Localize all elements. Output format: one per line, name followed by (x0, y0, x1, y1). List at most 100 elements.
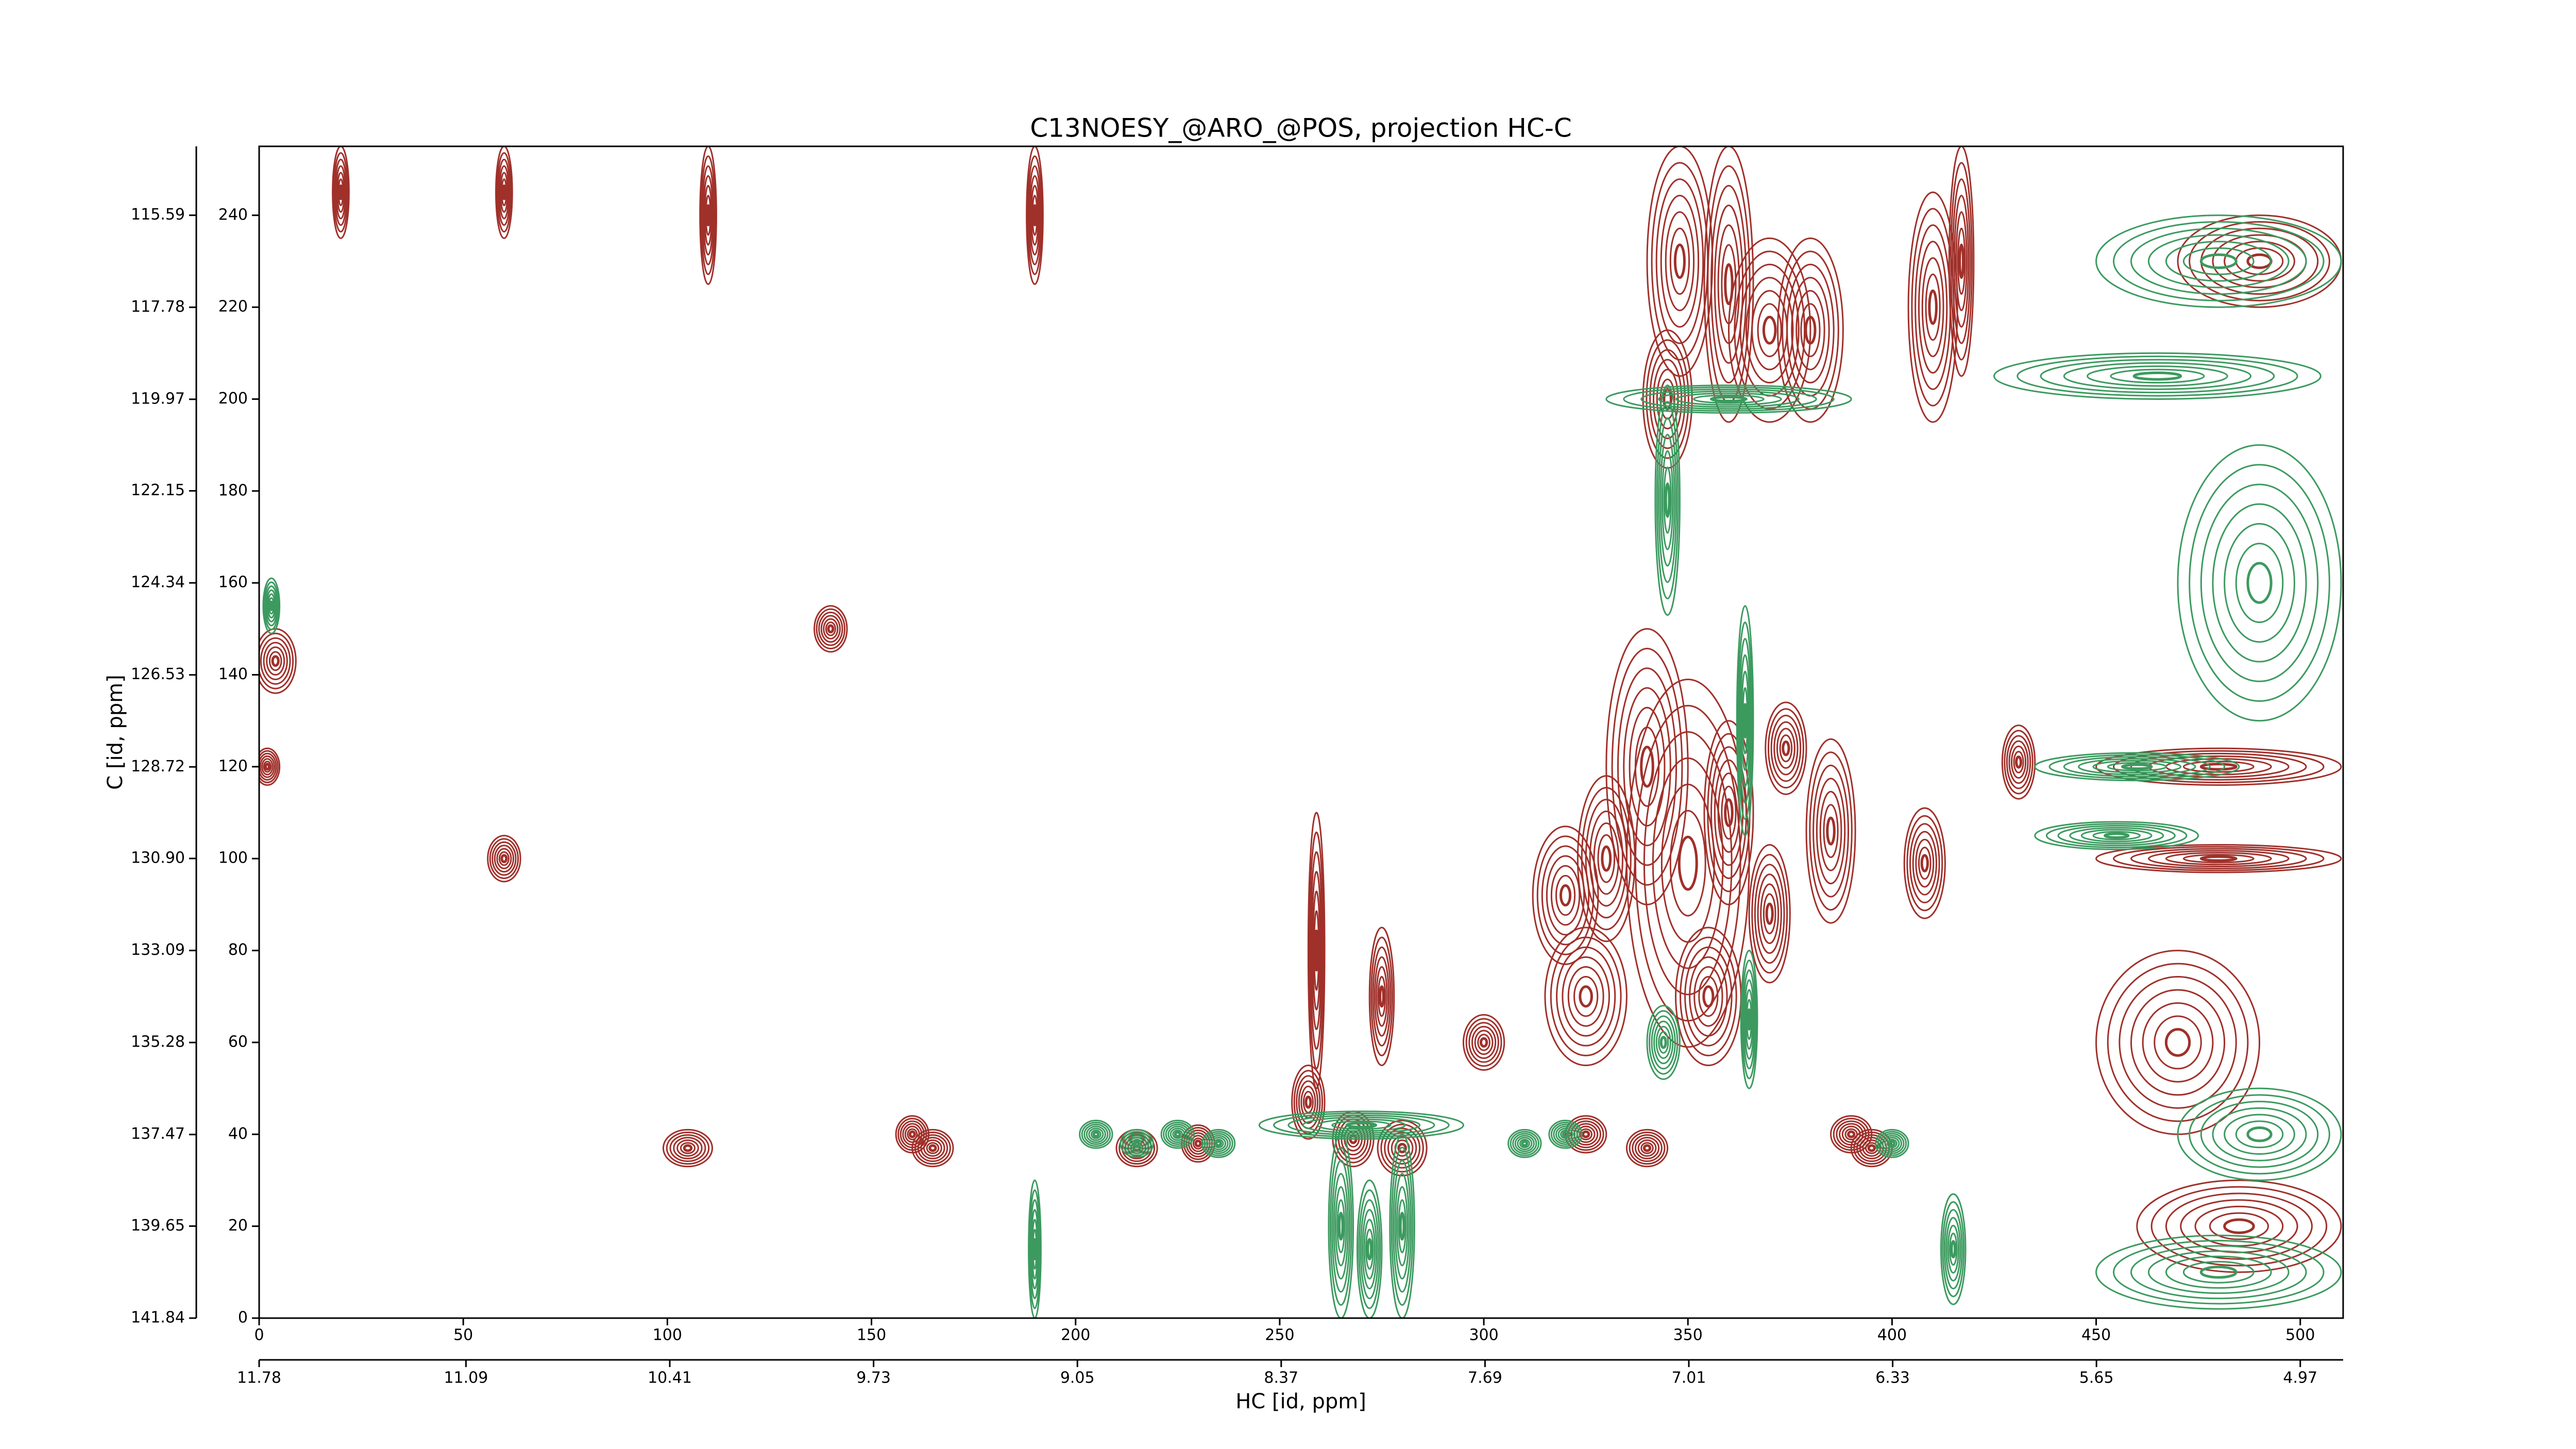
contour-negative (1391, 1147, 1414, 1306)
contour-positive (335, 165, 347, 220)
contour-negative (1740, 950, 1758, 1089)
contour-negative (1215, 1140, 1223, 1147)
contour-positive (259, 632, 294, 689)
contour-negative (2087, 365, 2228, 387)
contour-positive (1368, 926, 1395, 1067)
contour-negative (1360, 1199, 1379, 1300)
contour-positive (334, 158, 348, 226)
contour-positive (1669, 227, 1690, 295)
contour-positive (1865, 1142, 1878, 1154)
contour-negative (1335, 1186, 1347, 1267)
contour-positive (2095, 844, 2342, 873)
contour-negative (1514, 1135, 1535, 1152)
contour-positive (1611, 648, 1683, 886)
contour-positive (704, 184, 713, 246)
contour-positive (492, 841, 517, 876)
contour-negative (1882, 1135, 1903, 1152)
contour-positive (1906, 815, 1943, 912)
contour-negative (2057, 825, 2176, 847)
contour-negative (1560, 1130, 1571, 1139)
contour-positive (1684, 946, 1733, 1047)
contour-positive (1550, 865, 1581, 926)
contour-negative (2045, 823, 2188, 849)
contour-negative (1943, 1209, 1963, 1290)
contour-positive (259, 755, 275, 778)
contour-positive (1660, 195, 1700, 328)
contour-negative (1204, 1131, 1233, 1156)
contour-negative (1693, 394, 1765, 404)
contour-positive (1556, 946, 1616, 1047)
contour-area (259, 146, 2342, 1318)
contour-positive (1710, 184, 1747, 384)
contour-negative (1740, 670, 1750, 771)
contour-positive (1309, 831, 1325, 1070)
contour-positive (662, 1128, 714, 1168)
contour-positive (1477, 1034, 1490, 1051)
contour-negative (2212, 1107, 2307, 1161)
contour-positive (338, 184, 344, 200)
contour-positive (926, 1142, 940, 1154)
contour-positive (1623, 687, 1671, 847)
contour-positive (1782, 740, 1790, 756)
contour-positive (1957, 227, 1966, 295)
contour-positive (1767, 708, 1804, 789)
contour-positive (1379, 985, 1385, 1008)
contour-negative (1032, 1238, 1037, 1260)
contour-positive (2223, 1218, 2255, 1234)
contour-negative (1090, 1130, 1101, 1139)
contour-positive (2008, 740, 2029, 784)
contour-negative (2147, 1250, 2290, 1294)
contour-positive (1582, 1130, 1590, 1138)
contour-positive (2164, 1027, 2191, 1057)
x2-tick-label: 4.97 (2283, 1369, 2317, 1387)
contour-positive (261, 758, 274, 776)
contour-positive (2199, 855, 2238, 862)
contour-negative (267, 593, 276, 619)
contour-positive (1640, 1142, 1654, 1154)
y-tick-label: 240 (218, 206, 248, 224)
contour-positive (669, 1134, 706, 1162)
contour-positive (1724, 798, 1734, 828)
contour-positive (1795, 290, 1825, 370)
contour-negative (1562, 1131, 1569, 1138)
contour-positive (1745, 277, 1794, 384)
contour-negative (1133, 1140, 1141, 1147)
contour-negative (1163, 1121, 1193, 1147)
contour-negative (2200, 1101, 2319, 1168)
y2-tick-label: 141.84 (131, 1309, 185, 1327)
x2-tick-label: 11.09 (444, 1369, 488, 1387)
contour-positive (1804, 315, 1817, 345)
contour-positive (1680, 936, 1737, 1056)
contour-negative (1329, 1147, 1352, 1306)
contour-positive (1312, 890, 1321, 1010)
contour-positive (1581, 787, 1632, 931)
contour-negative (1659, 433, 1675, 567)
contour-positive (495, 146, 513, 239)
contour-negative (1302, 1116, 1421, 1134)
contour-negative (1742, 703, 1748, 739)
contour-negative (1737, 621, 1753, 820)
contour-positive (1714, 205, 1744, 364)
contour-positive (1847, 1130, 1856, 1138)
contour-negative (1258, 1110, 1464, 1140)
contour-negative (1028, 1189, 1041, 1309)
contour-positive (1724, 263, 1734, 306)
contour-positive (1032, 204, 1038, 227)
contour-positive (498, 851, 510, 866)
contour-positive (501, 184, 507, 200)
contour-positive (1777, 237, 1844, 423)
contour-negative (1747, 1008, 1752, 1031)
contour-positive (700, 155, 716, 275)
contour-positive (1812, 764, 1850, 898)
x2-tick-label: 5.65 (2079, 1369, 2114, 1387)
contour-positive (920, 1137, 945, 1159)
contour-negative (1884, 1137, 1900, 1151)
contour-negative (1550, 1121, 1581, 1147)
x2-tick-label: 9.73 (856, 1369, 891, 1387)
contour-negative (2165, 241, 2272, 282)
contour-negative (1736, 605, 1754, 837)
contour-negative (2212, 503, 2307, 663)
contour-positive (1374, 956, 1390, 1037)
contour-positive (494, 845, 515, 873)
